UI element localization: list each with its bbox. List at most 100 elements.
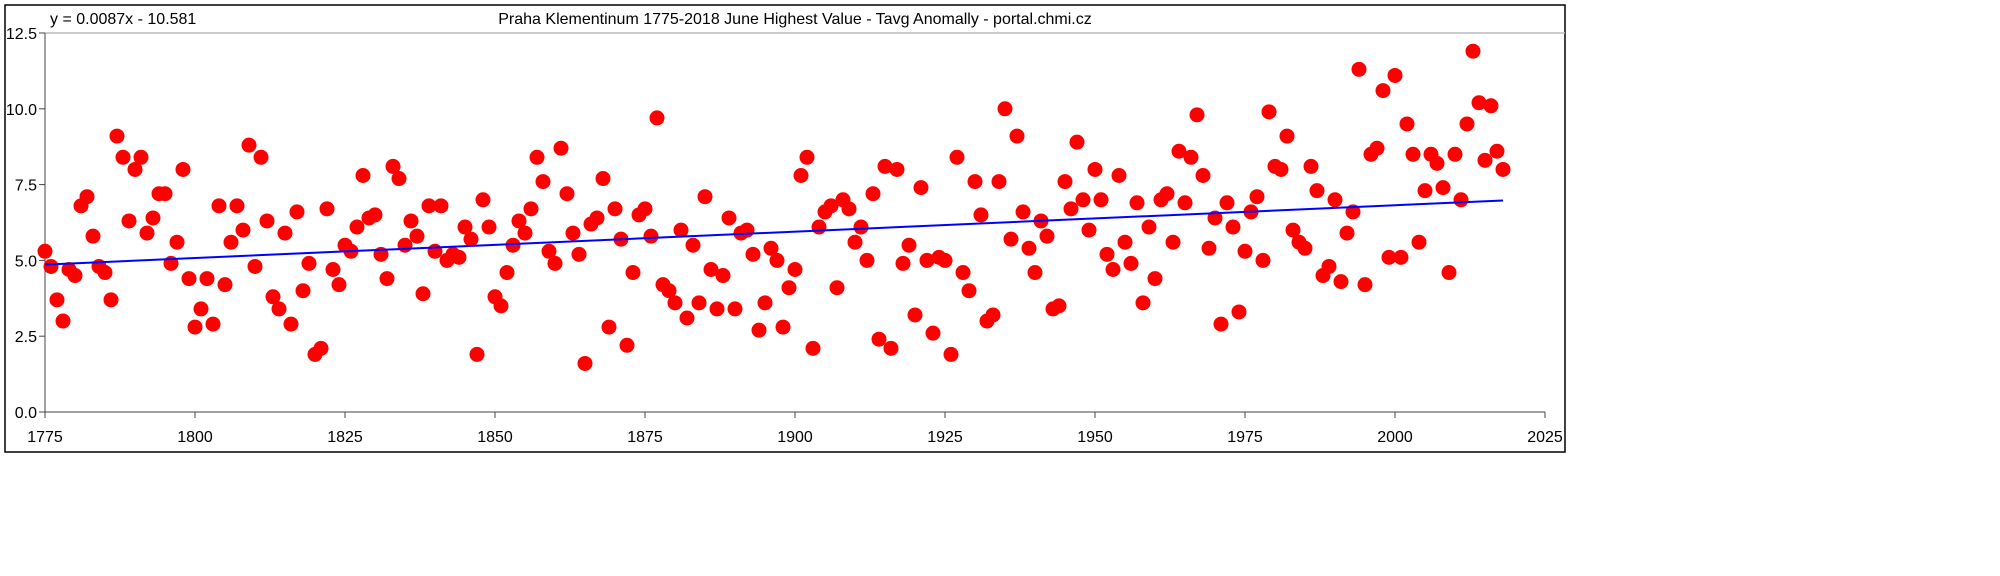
data-point <box>1441 265 1457 281</box>
data-point <box>601 319 617 335</box>
data-point <box>643 228 659 244</box>
data-point <box>973 207 989 223</box>
data-point <box>481 219 497 235</box>
data-point <box>385 158 401 174</box>
data-point <box>1123 255 1139 271</box>
data-point <box>127 161 143 177</box>
data-point <box>421 198 437 214</box>
data-point <box>721 210 737 226</box>
data-point <box>985 307 1001 323</box>
data-point <box>103 292 119 308</box>
data-point <box>1159 186 1175 202</box>
data-point <box>1405 146 1421 162</box>
data-point <box>745 246 761 262</box>
data-point <box>1255 252 1271 268</box>
data-point <box>1447 146 1463 162</box>
data-point <box>49 292 65 308</box>
data-point <box>829 280 845 296</box>
data-point <box>1099 246 1115 262</box>
data-point <box>241 137 257 153</box>
data-point <box>235 222 251 238</box>
data-point <box>571 246 587 262</box>
data-point <box>253 149 269 165</box>
data-point <box>37 243 53 259</box>
data-point <box>625 265 641 281</box>
data-point <box>1333 274 1349 290</box>
data-point <box>451 249 467 265</box>
data-point <box>211 198 227 214</box>
data-point <box>499 265 515 281</box>
data-point <box>805 340 821 356</box>
data-point <box>1051 298 1067 314</box>
data-point <box>1471 95 1487 111</box>
data-point <box>925 325 941 341</box>
data-point <box>367 207 383 223</box>
data-point <box>247 258 263 274</box>
data-point <box>1075 192 1091 208</box>
data-point <box>913 180 929 196</box>
data-point <box>1183 149 1199 165</box>
data-point <box>1135 295 1151 311</box>
data-point <box>1381 249 1397 265</box>
data-point <box>1027 265 1043 281</box>
data-point <box>1453 192 1469 208</box>
data-point <box>919 252 935 268</box>
data-point <box>403 213 419 229</box>
data-point <box>283 316 299 332</box>
y-tick-label: 7.5 <box>15 178 37 195</box>
data-point <box>847 234 863 250</box>
data-point <box>943 346 959 362</box>
data-point <box>157 186 173 202</box>
data-point <box>193 301 209 317</box>
data-point <box>115 149 131 165</box>
data-point <box>1285 222 1301 238</box>
data-point <box>553 140 569 156</box>
data-point <box>205 316 221 332</box>
x-tick-label: 1925 <box>927 429 963 446</box>
data-point <box>187 319 203 335</box>
data-point <box>961 283 977 299</box>
data-point <box>139 225 155 241</box>
data-point <box>1003 231 1019 247</box>
data-point <box>301 255 317 271</box>
data-point <box>619 337 635 353</box>
trendline <box>44 199 1504 266</box>
data-point <box>355 168 371 184</box>
data-point <box>967 174 983 190</box>
data-point <box>1093 192 1109 208</box>
data-point <box>289 204 305 220</box>
data-point <box>265 289 281 305</box>
data-point <box>703 261 719 277</box>
data-point <box>853 219 869 235</box>
data-point <box>715 268 731 284</box>
data-point <box>277 225 293 241</box>
data-point <box>697 189 713 205</box>
data-point <box>1219 195 1235 211</box>
data-point <box>811 219 827 235</box>
data-point <box>463 231 479 247</box>
data-point <box>457 219 473 235</box>
data-point <box>1249 189 1265 205</box>
data-point <box>559 186 575 202</box>
data-point <box>565 225 581 241</box>
data-point <box>229 198 245 214</box>
data-point <box>397 237 413 253</box>
data-point <box>1465 43 1481 59</box>
data-point <box>691 295 707 311</box>
data-point <box>181 271 197 287</box>
y-tick-label: 10.0 <box>6 102 37 119</box>
data-point <box>1495 161 1511 177</box>
data-point <box>1309 183 1325 199</box>
x-tick-label: 1900 <box>777 429 813 446</box>
data-point <box>43 258 59 274</box>
data-point <box>1201 240 1217 256</box>
data-point <box>1411 234 1427 250</box>
data-point <box>85 228 101 244</box>
data-point <box>637 201 653 217</box>
data-point <box>1129 195 1145 211</box>
data-point <box>1165 234 1181 250</box>
data-point <box>1417 183 1433 199</box>
data-point <box>427 243 443 259</box>
data-point <box>349 219 365 235</box>
x-tick-label: 1950 <box>1077 429 1113 446</box>
